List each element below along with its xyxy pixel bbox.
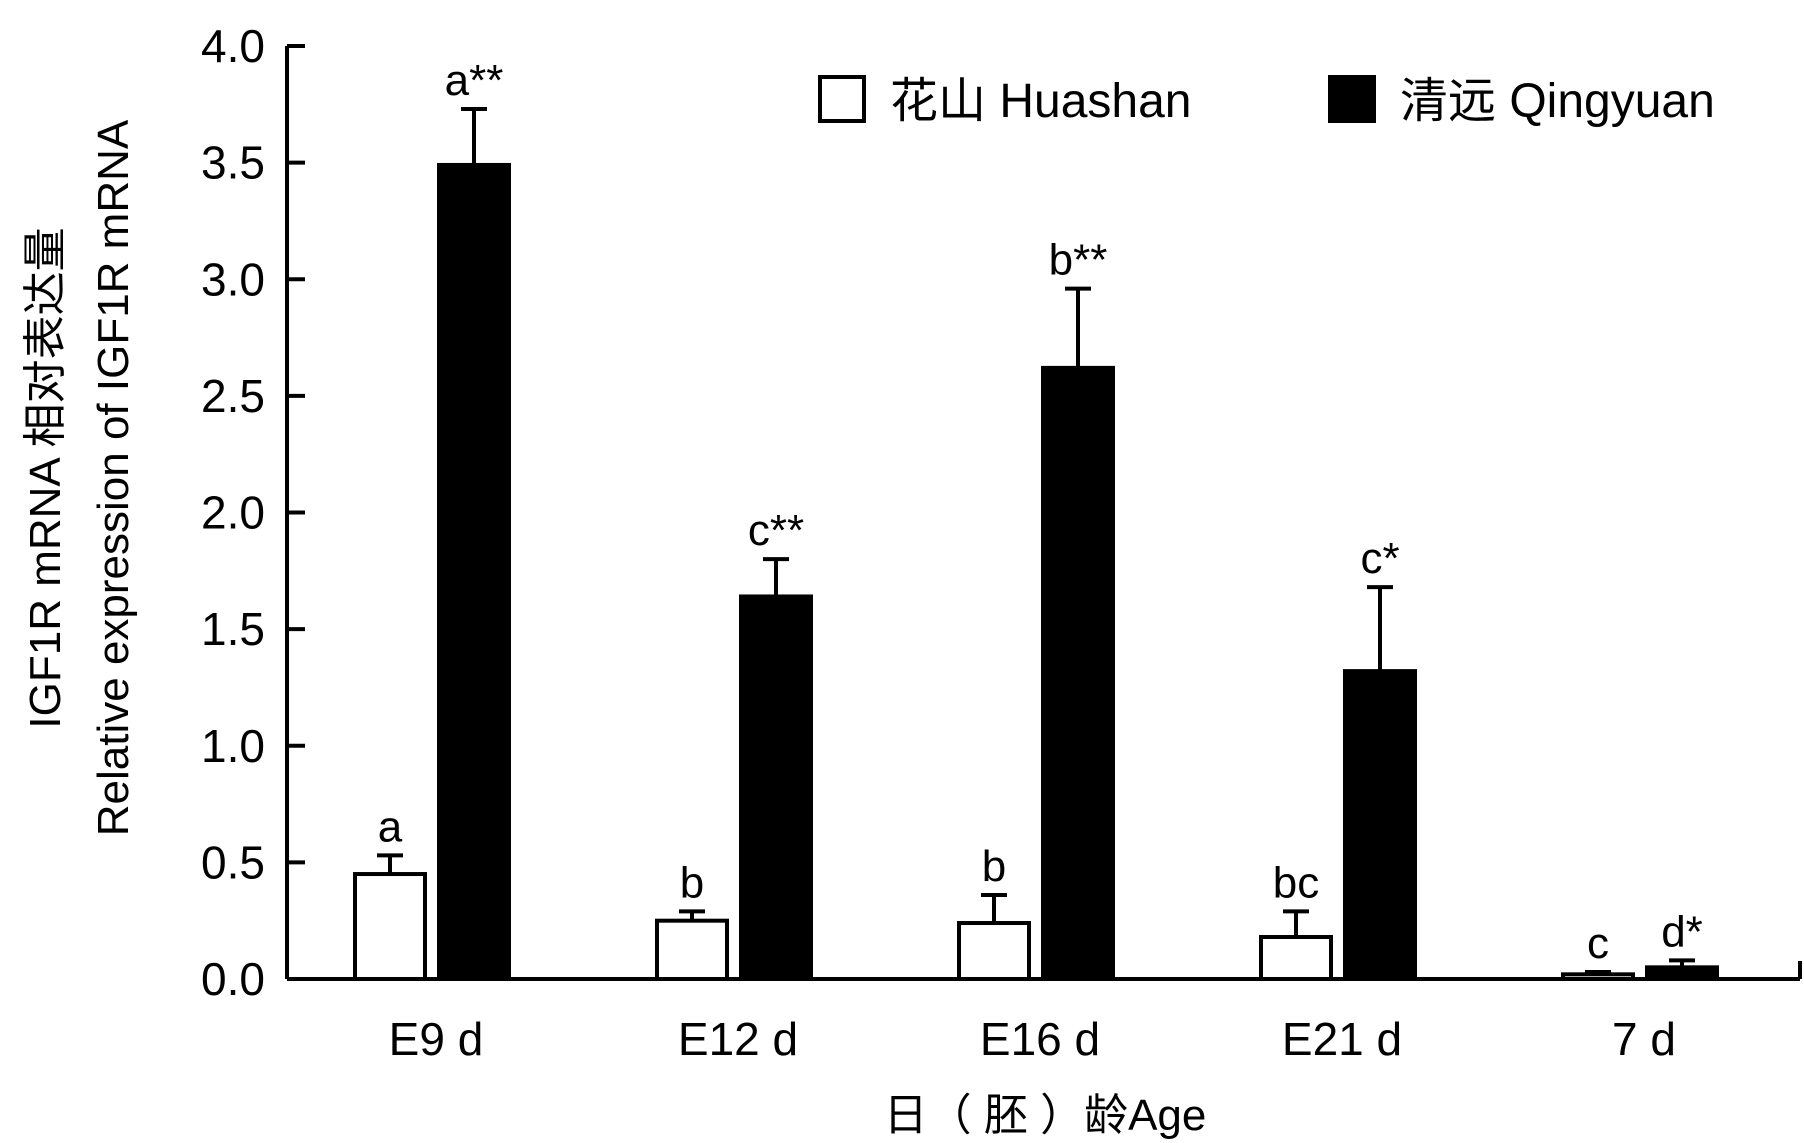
y-axis-title: IGF1R mRNA 相对表达量 Relative expression of … [21, 119, 138, 836]
y-axis-title-line1: IGF1R mRNA 相对表达量 [21, 227, 70, 728]
bar [739, 594, 813, 981]
significance-label: c [1587, 919, 1609, 968]
y-tick-label: 3.0 [201, 253, 265, 305]
significance-label: a** [445, 56, 504, 105]
x-tick-label: 7 d [1612, 1013, 1676, 1065]
x-tick-label: E9 d [389, 1013, 484, 1065]
bar [353, 872, 427, 981]
y-tick-label: 0.5 [201, 836, 265, 888]
significance-label: c* [1360, 534, 1399, 583]
bars [353, 106, 1719, 982]
bar [1259, 935, 1333, 982]
significance-label: bc [1273, 858, 1319, 907]
significance-label: b [982, 842, 1006, 891]
significance-label: d* [1661, 907, 1703, 956]
labels: E9 d a a** E12 d b c** E16 d b b** E21 d bc c* 7 dc d… [378, 56, 1703, 1065]
bar [1561, 972, 1635, 982]
y-tick-label: 0.0 [201, 953, 265, 1005]
bar [1645, 965, 1719, 982]
significance-label: a [378, 802, 403, 851]
significance-label: c** [748, 506, 804, 555]
y-tick-label: 4.0 [201, 20, 265, 72]
bar [1041, 365, 1115, 981]
bar [1343, 669, 1417, 981]
bar [437, 162, 511, 981]
y-tick-label: 3.5 [201, 137, 265, 189]
y-tick-label: 2.5 [201, 370, 265, 422]
y-axis-title-line2: Relative expression of IGF1R mRNA [89, 119, 138, 836]
legend-label: 清远 Qingyuan [1400, 75, 1715, 128]
significance-label: b [680, 858, 704, 907]
significance-label: b** [1049, 236, 1108, 285]
legend: 花山 Huashan 清远 Qingyuan [818, 75, 1715, 128]
bar [655, 918, 729, 981]
x-axis-title: 日（ 胚 ）龄Age [884, 1091, 1207, 1140]
axes: 0.0 0.5 1.0 1.5 2.0 2.5 3.0 3.5 4.0 [201, 20, 1802, 1005]
legend-swatch [1328, 75, 1376, 123]
legend-label: 花山 Huashan [890, 75, 1191, 128]
y-tick-label: 1.0 [201, 720, 265, 772]
bar [957, 921, 1031, 982]
x-tick-label: E21 d [1282, 1013, 1402, 1065]
x-tick-label: E16 d [980, 1013, 1100, 1065]
y-tick-label: 2.0 [201, 487, 265, 539]
y-tick-label: 1.5 [201, 603, 265, 655]
x-tick-label: E12 d [678, 1013, 798, 1065]
legend-swatch [818, 75, 866, 123]
